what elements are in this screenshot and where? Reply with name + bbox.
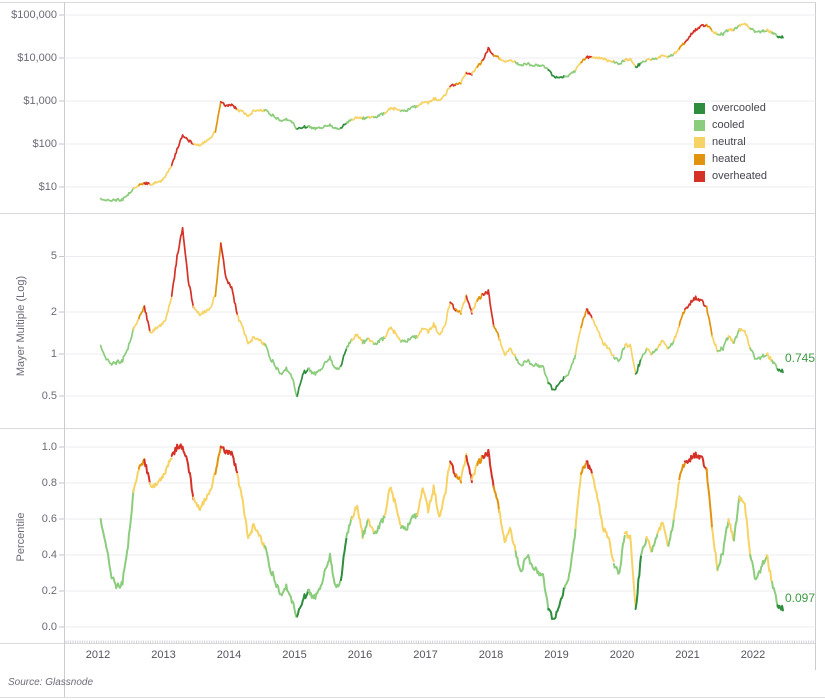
y-tick-label: 0.2 xyxy=(41,585,57,597)
legend-item-overcooled: overcooled xyxy=(694,100,767,117)
legend-item-cooled: cooled xyxy=(694,117,767,134)
legend-label: neutral xyxy=(712,136,746,148)
y-tick-label: 0.0 xyxy=(41,621,57,633)
y-tick-label: $100 xyxy=(32,138,57,150)
x-tick-label: 2020 xyxy=(609,649,635,661)
y-tick-label: 0.8 xyxy=(41,477,57,489)
series-mayer xyxy=(99,226,784,398)
x-tick-label: 2019 xyxy=(544,649,569,661)
y-tick-label: 0.5 xyxy=(41,389,57,402)
legend-label: cooled xyxy=(712,119,745,131)
heat-category-legend: overcooled cooled neutral heated overheated xyxy=(694,100,767,185)
series-percentile xyxy=(99,443,784,620)
legend-swatch xyxy=(694,154,705,165)
y-tick-label: $10 xyxy=(38,181,57,193)
y-tick-label: $1,000 xyxy=(23,95,57,107)
x-tick-label: 2012 xyxy=(85,649,111,661)
mayer-axis-title: Mayer Multiple (Log) xyxy=(15,275,27,377)
percentile-axis-title: Percentile xyxy=(15,512,27,562)
x-tick-label: 2015 xyxy=(282,649,307,661)
x-tick-label: 2018 xyxy=(478,649,504,661)
legend-swatch xyxy=(694,137,705,148)
legend-label: overcooled xyxy=(712,102,766,114)
percentile-last-value-annotation: 0.097 xyxy=(784,591,815,605)
legend-item-neutral: neutral xyxy=(694,134,767,151)
x-tick-label: 2022 xyxy=(740,649,766,661)
y-tick-label: 5 xyxy=(50,250,57,263)
series-price xyxy=(99,22,784,202)
legend-label: heated xyxy=(712,153,746,165)
y-tick-label: $100,000 xyxy=(11,9,57,21)
legend-item-heated: heated xyxy=(694,151,767,168)
x-tick-label: 2014 xyxy=(216,649,242,661)
legend-swatch xyxy=(694,103,705,114)
y-tick-label: 2 xyxy=(50,306,57,318)
x-tick-label: 2016 xyxy=(347,649,373,661)
mayer-last-value-annotation: 0.745 xyxy=(784,351,815,365)
x-tick-label: 2013 xyxy=(151,649,176,661)
x-tick-label: 2017 xyxy=(413,649,438,661)
legend-label: overheated xyxy=(712,170,768,182)
bottom-divider xyxy=(0,697,825,698)
legend-item-overheated: overheated xyxy=(694,168,767,185)
y-tick-label: $10,000 xyxy=(17,52,57,64)
y-tick-label: 0.6 xyxy=(41,513,57,525)
x-tick-label: 2021 xyxy=(675,649,700,661)
y-tick-label: 0.4 xyxy=(41,549,57,561)
y-tick-label: 1 xyxy=(50,348,57,360)
source-note: Source: Glassnode xyxy=(8,677,94,688)
legend-swatch xyxy=(694,120,705,131)
legend-swatch xyxy=(694,171,705,182)
y-tick-label: 1.0 xyxy=(41,441,57,453)
